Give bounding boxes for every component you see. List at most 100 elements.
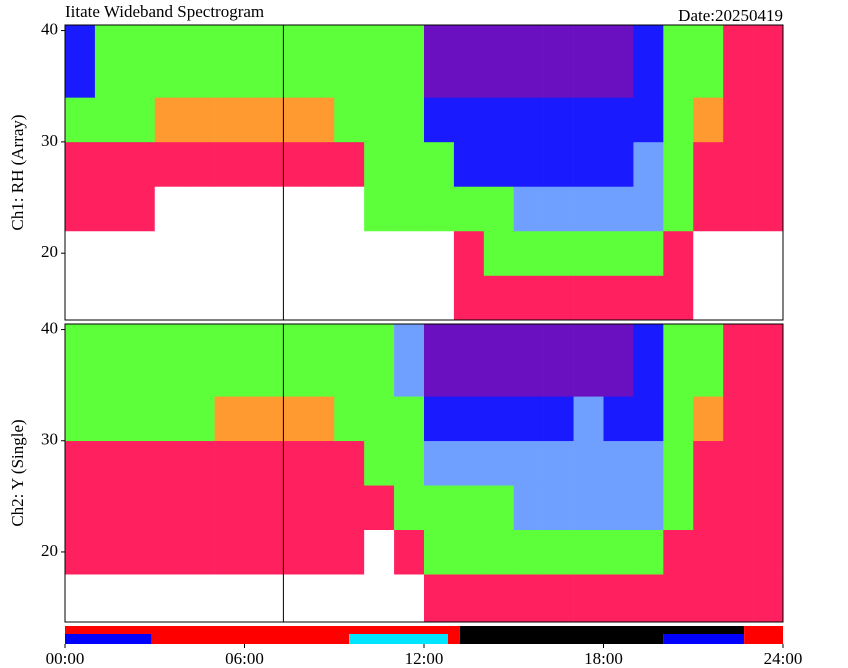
heatmap-cell [483,529,515,575]
heatmap-cell [65,324,96,397]
heatmap-cell [124,529,156,575]
heatmap-cell [364,141,395,187]
heatmap-cell [723,275,754,321]
heatmap-cell [633,186,664,232]
heatmap-cell [573,574,604,623]
heatmap-cell [753,574,784,623]
heatmap-cell [364,574,395,623]
heatmap-cell [124,230,156,276]
heatmap-cell [124,485,156,531]
heatmap-cell [753,324,784,397]
heatmap-cell [753,97,784,143]
heatmap-cell [663,529,694,575]
heatmap-cell [424,396,455,442]
heatmap-cell [453,275,485,321]
heatmap-cell [364,324,395,397]
heatmap-cell [483,275,515,321]
heatmap-cell [334,529,365,575]
heatmap-cell [334,485,365,531]
heatmap-cell [65,141,96,187]
heatmap-cell [154,324,185,397]
heatmap-cell [723,440,754,486]
plot-frame [64,24,784,321]
heatmap-cell [723,529,754,575]
heatmap-cell [394,141,425,187]
heatmap-cell [693,529,724,575]
heatmap-cell [124,97,156,143]
heatmap-cell [513,97,544,143]
heatmap-cell [274,275,305,321]
heatmap-cell [693,574,724,623]
heatmap-cell [513,275,544,321]
heatmap-cell [65,440,96,486]
heatmap-cell [663,25,694,98]
heatmap-cell [334,324,365,397]
heatmap-cell [543,141,574,187]
heatmap-cell [124,25,156,98]
heatmap-cell [214,25,245,98]
heatmap-cell [453,25,485,98]
heatmap-cell [633,141,664,187]
heatmap-cell [424,230,455,276]
heatmap-cell [274,186,305,232]
heatmap-cell [513,230,544,276]
heatmap-cell [214,396,245,442]
heatmap-cell [154,275,185,321]
heatmap-cell [65,275,96,321]
heatmap-cell [214,529,245,575]
heatmap-cell [154,529,185,575]
heatmap-cell [633,324,664,397]
heatmap-cell [334,396,365,442]
heatmap-cell [274,529,305,575]
heatmap-cell [304,485,335,531]
heatmap-cell [244,230,275,276]
heatmap-cell [723,324,754,397]
heatmap-cell [513,396,544,442]
heatmap-cell [154,396,185,442]
heatmap-cell [753,141,784,187]
heatmap-cell [154,97,185,143]
heatmap-cell [424,324,455,397]
heatmap-cell [543,275,574,321]
x-tick-label: 12:00 [405,649,444,668]
heatmap-cell [603,97,634,143]
heatmap-cell [184,485,215,531]
heatmap-cell [603,396,634,442]
heatmap-cell [513,186,544,232]
heatmap-cell [274,574,305,623]
heatmap-cell [304,230,335,276]
heatmap-cell [304,396,335,442]
heatmap-cell [364,440,395,486]
heatmap-cell [304,574,335,623]
heatmap-cell [603,25,634,98]
heatmap-cell [723,574,754,623]
date-label: Date:20250419 [678,6,783,25]
heatmap-cell [513,25,544,98]
heatmap-cell [663,141,694,187]
heatmap-cell [513,141,544,187]
heatmap-cell [693,25,724,98]
heatmap-cell [693,440,724,486]
heatmap-cell [663,324,694,397]
heatmap-cell [453,324,485,397]
heatmap-cell [663,230,694,276]
heatmap-cell [663,97,694,143]
heatmap-cell [94,396,126,442]
heatmap-cell [483,97,515,143]
heatmap-cell [214,574,245,623]
heatmap-cell [633,529,664,575]
heatmap-cell [573,25,604,98]
heatmap-cell [453,529,485,575]
heatmap-cell [633,25,664,98]
heatmap-cell [483,396,515,442]
heatmap-cell [65,485,96,531]
heatmap-cell [94,141,126,187]
heatmap-cell [573,97,604,143]
heatmap-cell [154,574,185,623]
heatmap-cell [94,275,126,321]
heatmap-cell [543,230,574,276]
heatmap-cell [154,186,185,232]
heatmap-cell [424,574,455,623]
heatmap-cell [304,97,335,143]
heatmap-cell [483,186,515,232]
